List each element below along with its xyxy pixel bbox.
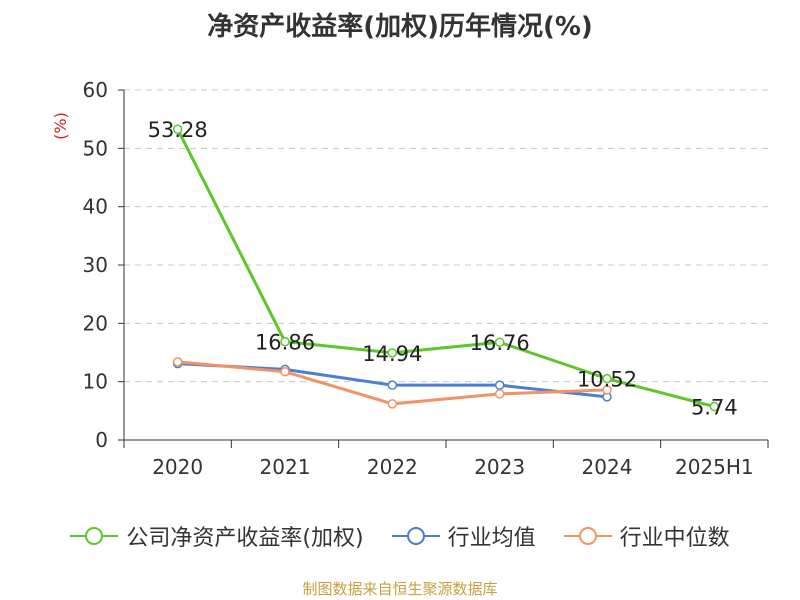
legend-item-company-roe[interactable]: 公司净资产收益率(加权) [70, 520, 364, 552]
legend-label-company-roe: 公司净资产收益率(加权) [126, 526, 364, 551]
legend-swatch-company-roe [70, 527, 119, 545]
data-point-0 [709, 401, 720, 412]
legend-label-industry-mean: 行业均值 [447, 526, 536, 551]
legend-swatch-industry-median [563, 527, 612, 545]
data-point-0 [494, 337, 505, 347]
data-point-2 [280, 367, 290, 377]
y-tick-label: 0 [95, 428, 108, 452]
data-label: 10.52 [577, 368, 637, 392]
data-point-1 [494, 380, 505, 390]
data-label: 5.74 [691, 396, 738, 420]
x-tick-label: 2021 [260, 455, 311, 479]
data-label: 14.94 [362, 342, 422, 366]
x-tick-label: 2023 [474, 455, 525, 479]
x-tick-label: 2022 [367, 455, 418, 479]
data-point-0 [172, 124, 183, 134]
data-point-0 [280, 336, 290, 347]
data-label: 16.76 [470, 331, 530, 355]
legend-swatch-industry-mean [391, 527, 440, 545]
y-tick-label: 10 [83, 370, 108, 394]
chart-legend: 公司净资产收益率(加权) 行业均值 行业中位数 [0, 520, 800, 552]
y-axis-label: (%) [51, 112, 70, 140]
data-point-1 [387, 380, 398, 390]
data-point-2 [602, 385, 612, 395]
x-tick-label: 2024 [582, 455, 633, 479]
y-tick-label: 20 [83, 311, 108, 335]
data-label: 53.28 [148, 118, 208, 142]
x-tick-label: 2025H1 [675, 455, 754, 479]
data-point-2 [494, 389, 505, 399]
y-tick-label: 50 [83, 136, 108, 160]
data-label: 16.86 [255, 331, 315, 355]
series-line-0 [176, 128, 715, 408]
y-tick-label: 40 [83, 195, 108, 219]
legend-label-industry-median: 行业中位数 [619, 526, 730, 551]
y-tick-label: 30 [83, 253, 108, 277]
y-tick-label: 60 [83, 78, 108, 102]
chart-title: 净资产收益率(加权)历年情况(%) [207, 12, 593, 42]
data-point-2 [172, 357, 183, 367]
data-source-note: 制图数据来自恒生聚源数据库 [302, 580, 498, 598]
data-point-0 [602, 373, 612, 384]
legend-item-industry-median[interactable]: 行业中位数 [563, 520, 730, 552]
x-tick-label: 2020 [152, 455, 203, 479]
legend-item-industry-mean[interactable]: 行业均值 [391, 520, 536, 552]
data-point-2 [387, 399, 398, 409]
data-point-0 [387, 348, 398, 358]
